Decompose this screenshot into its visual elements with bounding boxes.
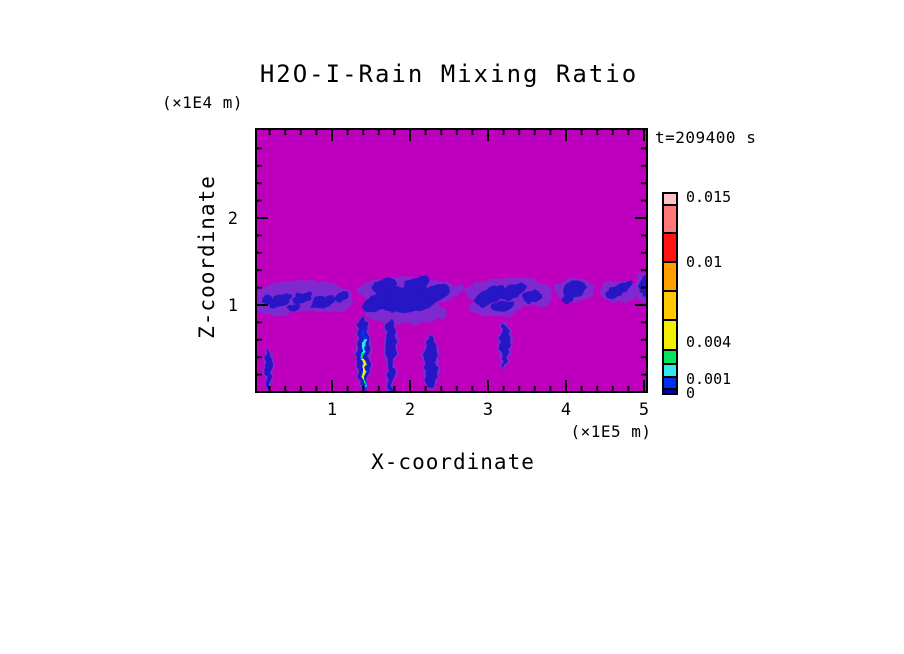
rain-band-core — [285, 303, 301, 313]
rain-band-core — [373, 276, 397, 296]
y-tick-label: 2 — [228, 209, 238, 229]
colorbar-segment — [662, 388, 678, 395]
colorbar-value-label: 0.004 — [686, 333, 731, 351]
x-tick-label: 5 — [639, 400, 649, 420]
colorbar-value-label: 0 — [686, 384, 695, 402]
plot-field-background — [256, 129, 647, 392]
colorbar-segment — [662, 192, 678, 206]
rain-band-core — [403, 275, 431, 293]
rain-band-core — [425, 284, 449, 302]
rain-band-core — [311, 295, 335, 309]
x-tick-label: 2 — [405, 400, 415, 420]
colorbar-segment — [662, 349, 678, 365]
rain-band-core — [499, 282, 527, 300]
rain-band-core — [334, 292, 348, 304]
rain-band-core — [268, 294, 292, 308]
colorbar-segment — [662, 204, 678, 234]
tick-labels: 1 2 3 4 5 1 2 — [228, 209, 649, 420]
colorbar-value-label: 0.01 — [686, 253, 722, 271]
rain-band-core — [293, 291, 313, 305]
x-axis-label: X-coordinate — [371, 450, 535, 474]
rain-band-halo — [458, 285, 464, 293]
colorbar-value-label: 0.001 — [686, 370, 731, 388]
x-tick-label: 3 — [483, 400, 493, 420]
colorbar-segment — [662, 363, 678, 378]
colorbar-segment — [662, 232, 678, 263]
y-tick-label: 1 — [228, 296, 238, 316]
rain-shaft-core-segment — [363, 353, 366, 358]
x-axis-unit-label: (×1E5 m) — [570, 422, 651, 441]
colorbar-value-label: 0.015 — [686, 188, 731, 206]
rain-shaft-core-segment — [363, 380, 366, 384]
timestamp-label: t=209400 s — [655, 128, 756, 147]
rain-band-core — [560, 295, 574, 305]
x-tick-label: 4 — [561, 400, 571, 420]
rain-band-core — [561, 280, 587, 300]
plot-title: H2O-I-Rain Mixing Ratio — [260, 60, 638, 88]
colorbar-segment — [662, 261, 678, 292]
rain-band-core — [491, 300, 515, 312]
rain-shaft — [385, 320, 397, 362]
rain-band-core — [474, 286, 506, 306]
rain-shaft — [499, 325, 511, 357]
rain-shaft — [502, 347, 507, 369]
rain-band-core — [621, 281, 633, 291]
axis-ticks — [257, 130, 646, 391]
colorbar — [662, 192, 678, 395]
colorbar-segment — [662, 376, 678, 390]
colorbar-segment — [662, 290, 678, 321]
y-axis-unit-label: (×1E4 m) — [162, 93, 243, 112]
rain-band-core — [640, 276, 646, 296]
rain-shaft-core-segment — [363, 358, 366, 380]
rain-band-core — [362, 295, 390, 313]
rain-band-core — [262, 294, 274, 304]
x-tick-label: 1 — [327, 400, 337, 420]
y-axis-label: Z-coordinate — [195, 175, 219, 339]
rain-shaft — [265, 349, 272, 389]
rain-shaft-core-segment — [363, 338, 366, 353]
rain-shaft — [387, 357, 394, 391]
rain-field — [257, 272, 646, 391]
rain-band-core — [523, 289, 543, 303]
plot-frame — [255, 128, 648, 393]
rain-shaft — [424, 336, 438, 388]
colorbar-segment — [662, 319, 678, 351]
